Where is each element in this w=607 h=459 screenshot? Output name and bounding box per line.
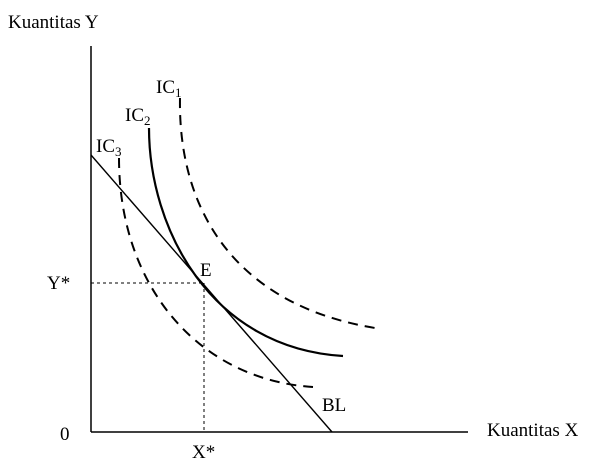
ic1-curve [178, 97, 376, 329]
ic2-label: IC2 [125, 105, 151, 128]
ic2-curve [147, 127, 344, 358]
equilibrium-point-label: E [200, 260, 212, 281]
x-star-label: X* [192, 442, 215, 459]
x-axis-label: Kuantitas X [487, 420, 579, 441]
budget-line-label: BL [322, 395, 346, 416]
ic3-label: IC3 [96, 136, 122, 159]
y-axis-label: Kuantitas Y [8, 12, 99, 33]
origin-label: 0 [60, 424, 70, 445]
ic1-label: IC1 [156, 77, 182, 100]
ic3-curve [118, 157, 314, 388]
y-star-label: Y* [47, 273, 70, 294]
budget-line [90, 154, 333, 433]
